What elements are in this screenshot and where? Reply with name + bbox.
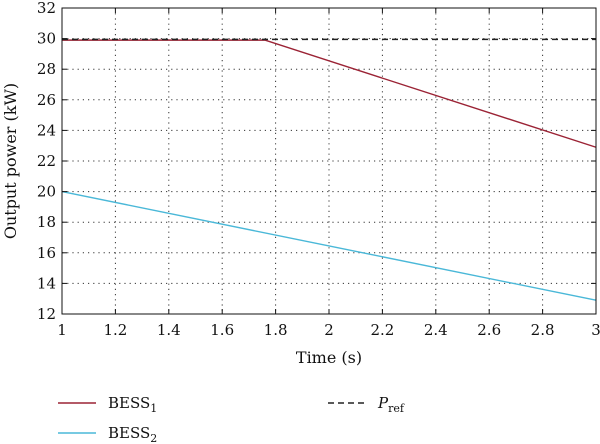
y-tick-label: 12 — [37, 305, 56, 323]
legend-label: Pref — [377, 394, 405, 415]
y-tick-label: 28 — [37, 60, 56, 78]
y-tick-label: 30 — [37, 30, 56, 48]
grid-lines — [62, 8, 596, 314]
y-tick-label: 26 — [37, 91, 56, 109]
legend-label: BESS2 — [108, 424, 157, 444]
legend-label: BESS1 — [108, 394, 157, 415]
x-tick-label: 2.8 — [531, 321, 555, 339]
x-tick-label: 1.4 — [157, 321, 181, 339]
legend-item-bess2: BESS2 — [58, 424, 157, 444]
y-tick-label: 14 — [37, 274, 56, 292]
tick-marks — [61, 7, 597, 315]
legend: BESS1 BESS2 Pref — [58, 394, 405, 444]
x-tick-label: 1.8 — [264, 321, 288, 339]
x-tick-label: 2.2 — [370, 321, 394, 339]
x-tick-label: 2.4 — [424, 321, 448, 339]
legend-item-pref: Pref — [328, 394, 405, 415]
y-tick-labels: 12 14 16 18 20 22 24 26 28 30 32 — [37, 0, 56, 323]
x-tick-label: 3 — [591, 321, 600, 339]
y-tick-label: 20 — [37, 183, 56, 201]
series-lines — [61, 38, 597, 301]
x-tick-label: 2 — [324, 321, 334, 339]
series-line-bess2 — [61, 190, 597, 301]
y-tick-label: 32 — [37, 0, 56, 17]
legend-item-bess1: BESS1 — [58, 394, 157, 415]
x-axis-title: Time (s) — [296, 348, 362, 367]
x-tick-labels: 1 1.2 1.4 1.6 1.8 2 2.2 2.4 2.6 2.8 3 — [57, 321, 600, 339]
x-tick-label: 1.6 — [210, 321, 234, 339]
x-tick-label: 1.2 — [103, 321, 127, 339]
x-tick-label: 2.6 — [477, 321, 501, 339]
y-tick-label: 18 — [37, 213, 56, 231]
series-line-bess1 — [62, 39, 597, 148]
y-tick-label: 22 — [37, 152, 56, 170]
y-tick-label: 16 — [37, 244, 56, 262]
y-axis-title: Output power (kW) — [1, 83, 20, 239]
x-tick-label: 1 — [57, 321, 67, 339]
y-tick-label: 24 — [37, 121, 56, 139]
